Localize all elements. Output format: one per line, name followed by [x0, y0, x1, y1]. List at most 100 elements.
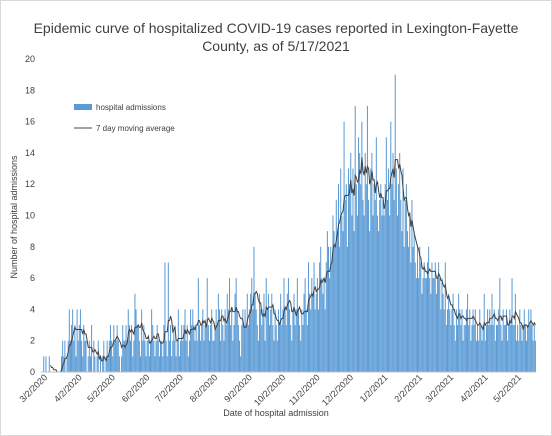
bar	[295, 309, 297, 372]
bar	[448, 293, 450, 372]
bar	[310, 309, 312, 372]
bar	[133, 340, 135, 372]
bar	[384, 184, 386, 372]
bar	[439, 278, 441, 372]
bar	[404, 199, 406, 372]
bar	[368, 199, 370, 372]
moving-average-line	[50, 157, 536, 373]
y-tick-label: 4	[30, 304, 35, 314]
bar	[451, 309, 453, 372]
bar	[396, 215, 398, 372]
bar	[170, 325, 172, 372]
bar	[413, 231, 415, 372]
x-tick-label: 2/2/2021	[392, 372, 424, 404]
bar	[200, 340, 202, 372]
bar	[105, 356, 107, 372]
bar	[334, 246, 336, 372]
bar	[66, 356, 68, 372]
bar	[135, 309, 137, 372]
bar	[317, 309, 319, 372]
bar	[231, 309, 233, 372]
bar	[153, 340, 155, 372]
bar	[207, 325, 209, 372]
bar	[78, 325, 80, 372]
bar	[270, 309, 272, 372]
legend-label-line: 7 day moving average	[96, 124, 175, 133]
bar	[346, 246, 348, 372]
bar	[494, 340, 496, 372]
bar	[522, 325, 524, 372]
bar	[463, 325, 465, 372]
bar	[348, 168, 350, 372]
bar	[344, 199, 346, 372]
bar	[235, 278, 237, 372]
bar	[332, 215, 334, 372]
bar	[43, 356, 45, 372]
bar	[221, 309, 223, 372]
bar	[462, 340, 464, 372]
bar	[182, 340, 184, 372]
bar	[77, 340, 79, 372]
bar	[233, 325, 235, 372]
x-tick-label: 9/2/2020	[222, 372, 254, 404]
bar	[375, 137, 377, 372]
bar	[502, 309, 504, 372]
bar	[478, 340, 480, 372]
bar	[136, 325, 138, 372]
bar	[283, 278, 285, 372]
bar	[173, 325, 175, 372]
bar	[408, 246, 410, 372]
bar	[290, 325, 292, 372]
bar	[254, 293, 256, 372]
bar	[385, 137, 387, 372]
bar	[121, 356, 123, 372]
bar	[338, 184, 340, 372]
bar	[256, 325, 258, 372]
bar	[309, 293, 311, 372]
y-axis-label: Number of hospital admissions	[9, 155, 19, 279]
bar	[140, 356, 142, 372]
bar	[302, 325, 304, 372]
bar	[461, 309, 463, 372]
bar	[422, 278, 424, 372]
bar	[190, 309, 192, 372]
bar	[284, 309, 286, 372]
bar	[441, 278, 443, 372]
bar	[530, 309, 532, 372]
bar	[503, 325, 505, 372]
bar	[483, 293, 485, 372]
bar	[147, 340, 149, 372]
bar	[245, 325, 247, 372]
bar	[277, 309, 279, 372]
bar	[94, 356, 96, 372]
y-tick-label: 14	[25, 148, 35, 158]
bar	[293, 293, 295, 372]
bar	[452, 293, 454, 372]
bar	[220, 340, 222, 372]
bar	[185, 340, 187, 372]
bar	[520, 325, 522, 372]
bar	[345, 184, 347, 372]
bar	[349, 184, 351, 372]
bar	[440, 309, 442, 372]
bar	[501, 340, 503, 372]
bar	[257, 340, 259, 372]
bar	[206, 278, 208, 372]
bar	[145, 356, 147, 372]
bar	[403, 246, 405, 372]
x-tick-label: 6/2/2020	[120, 372, 152, 404]
bar	[320, 246, 322, 372]
bar	[128, 325, 130, 372]
chart-title-line-1: Epidemic curve of hospitalized COVID-19 …	[34, 20, 519, 36]
bar	[297, 309, 299, 372]
bar	[186, 325, 188, 372]
bar	[388, 168, 390, 372]
bar	[88, 340, 90, 372]
bar	[263, 293, 265, 372]
bar	[353, 231, 355, 372]
bar	[519, 309, 521, 372]
bar	[369, 231, 371, 372]
bar	[331, 262, 333, 372]
bar	[393, 199, 395, 372]
bar	[74, 325, 76, 372]
